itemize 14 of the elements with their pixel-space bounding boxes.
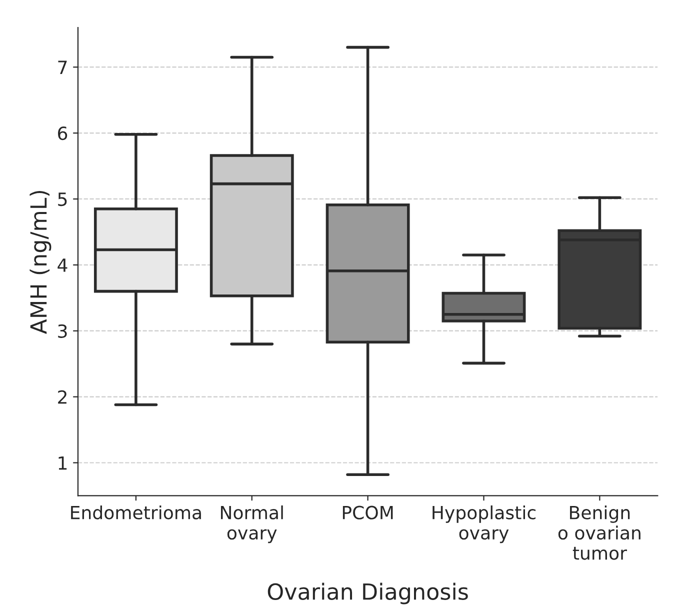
x-axis-title: Ovarian Diagnosis [268, 582, 468, 604]
x-tick-label: PCOM [342, 506, 393, 520]
y-tick-label: 7 [58, 60, 67, 74]
x-tick-label: Endometrioma [71, 505, 201, 520]
y-tick-label: 2 [58, 390, 66, 404]
y-tick-label: 3 [58, 324, 67, 338]
y-axis-title: AMH (ng/mL) [30, 190, 52, 334]
x-tick-label: Hypoplastic ovary [432, 505, 536, 544]
y-tick-label: 4 [58, 258, 68, 272]
x-tick-label: Benign o ovarian tumor [558, 505, 640, 560]
y-tick-label: 6 [58, 126, 68, 140]
y-tick-label: 1 [58, 456, 67, 470]
x-tick-label: Normal ovary [220, 505, 283, 544]
y-tick-label: 5 [58, 192, 67, 206]
